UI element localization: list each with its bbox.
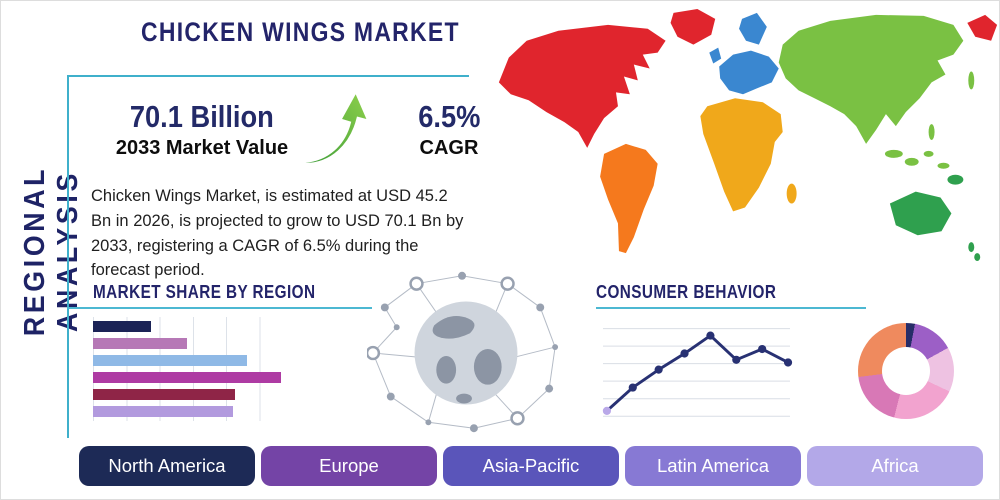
growth-arrow-icon (301, 87, 370, 169)
consumer-behavior-heading: CONSUMER BEHAVIOR (596, 282, 777, 302)
region-button-asia-pacific[interactable]: Asia-Pacific (443, 446, 619, 486)
market-share-underline (67, 307, 372, 309)
trend-marker-1 (628, 383, 637, 392)
cagr-stat: 6.5% CAGR (399, 99, 499, 160)
map-asia (778, 14, 964, 144)
donut-hole (882, 347, 930, 395)
trend-line (605, 334, 790, 413)
bar-group (93, 317, 293, 417)
market-value-stat: 70.1 Billion 2033 Market Value (96, 99, 308, 160)
market-value: 70.1 Billion (129, 99, 275, 134)
bar-segment-3 (93, 372, 281, 383)
trend-marker-7 (783, 358, 793, 367)
bar-segment-0 (93, 321, 151, 332)
trend-marker-5 (732, 355, 741, 364)
map-new-zealand (968, 242, 981, 262)
globe-network-svg (365, 271, 559, 433)
map-greenland (670, 8, 716, 45)
region-legend: North America Europe Asia-Pacific Latin … (79, 446, 983, 486)
trend-marker-3 (680, 349, 689, 358)
region-button-latin-america[interactable]: Latin America (625, 446, 801, 486)
map-scandinavia (739, 12, 767, 45)
world-map (498, 8, 998, 262)
panel-frame-top (67, 75, 469, 77)
trend-marker-2 (654, 365, 663, 374)
map-south-america (600, 143, 658, 254)
region-button-africa[interactable]: Africa (807, 446, 983, 486)
panel-frame-left (67, 75, 69, 438)
trend-marker-0 (602, 406, 611, 415)
map-europe (719, 50, 779, 95)
region-button-europe[interactable]: Europe (261, 446, 437, 486)
map-north-america (498, 24, 666, 148)
region-button-north-america[interactable]: North America (79, 446, 255, 486)
cagr-value: 6.5% (417, 99, 481, 134)
trend-marker-4 (706, 331, 715, 340)
consumer-behavior-line-chart (602, 328, 793, 417)
cagr-label: CAGR (419, 137, 479, 159)
trend-marker-6 (758, 344, 767, 354)
globe-network-graphic (365, 267, 565, 437)
consumer-behavior-underline (596, 307, 866, 309)
market-share-bar-chart (93, 317, 293, 421)
page-title: CHICKEN WINGS MARKET (141, 17, 460, 47)
bar-segment-5 (93, 406, 233, 417)
market-value-label: 2033 Market Value (115, 137, 289, 159)
map-africa (700, 98, 783, 212)
market-share-heading: MARKET SHARE BY REGION (93, 282, 316, 302)
map-australia (889, 191, 952, 236)
bar-segment-2 (93, 355, 247, 366)
map-alaska-east (967, 14, 998, 41)
bar-segment-4 (93, 389, 235, 400)
map-madagascar (786, 183, 797, 204)
market-description: Chicken Wings Market, is estimated at US… (91, 187, 464, 280)
bar-segment-1 (93, 338, 187, 349)
map-uk (709, 47, 722, 64)
map-southeast-asia-islands (884, 71, 975, 185)
region-donut-chart (858, 323, 954, 419)
side-label: REGIONAL ANALYSIS (19, 165, 84, 337)
